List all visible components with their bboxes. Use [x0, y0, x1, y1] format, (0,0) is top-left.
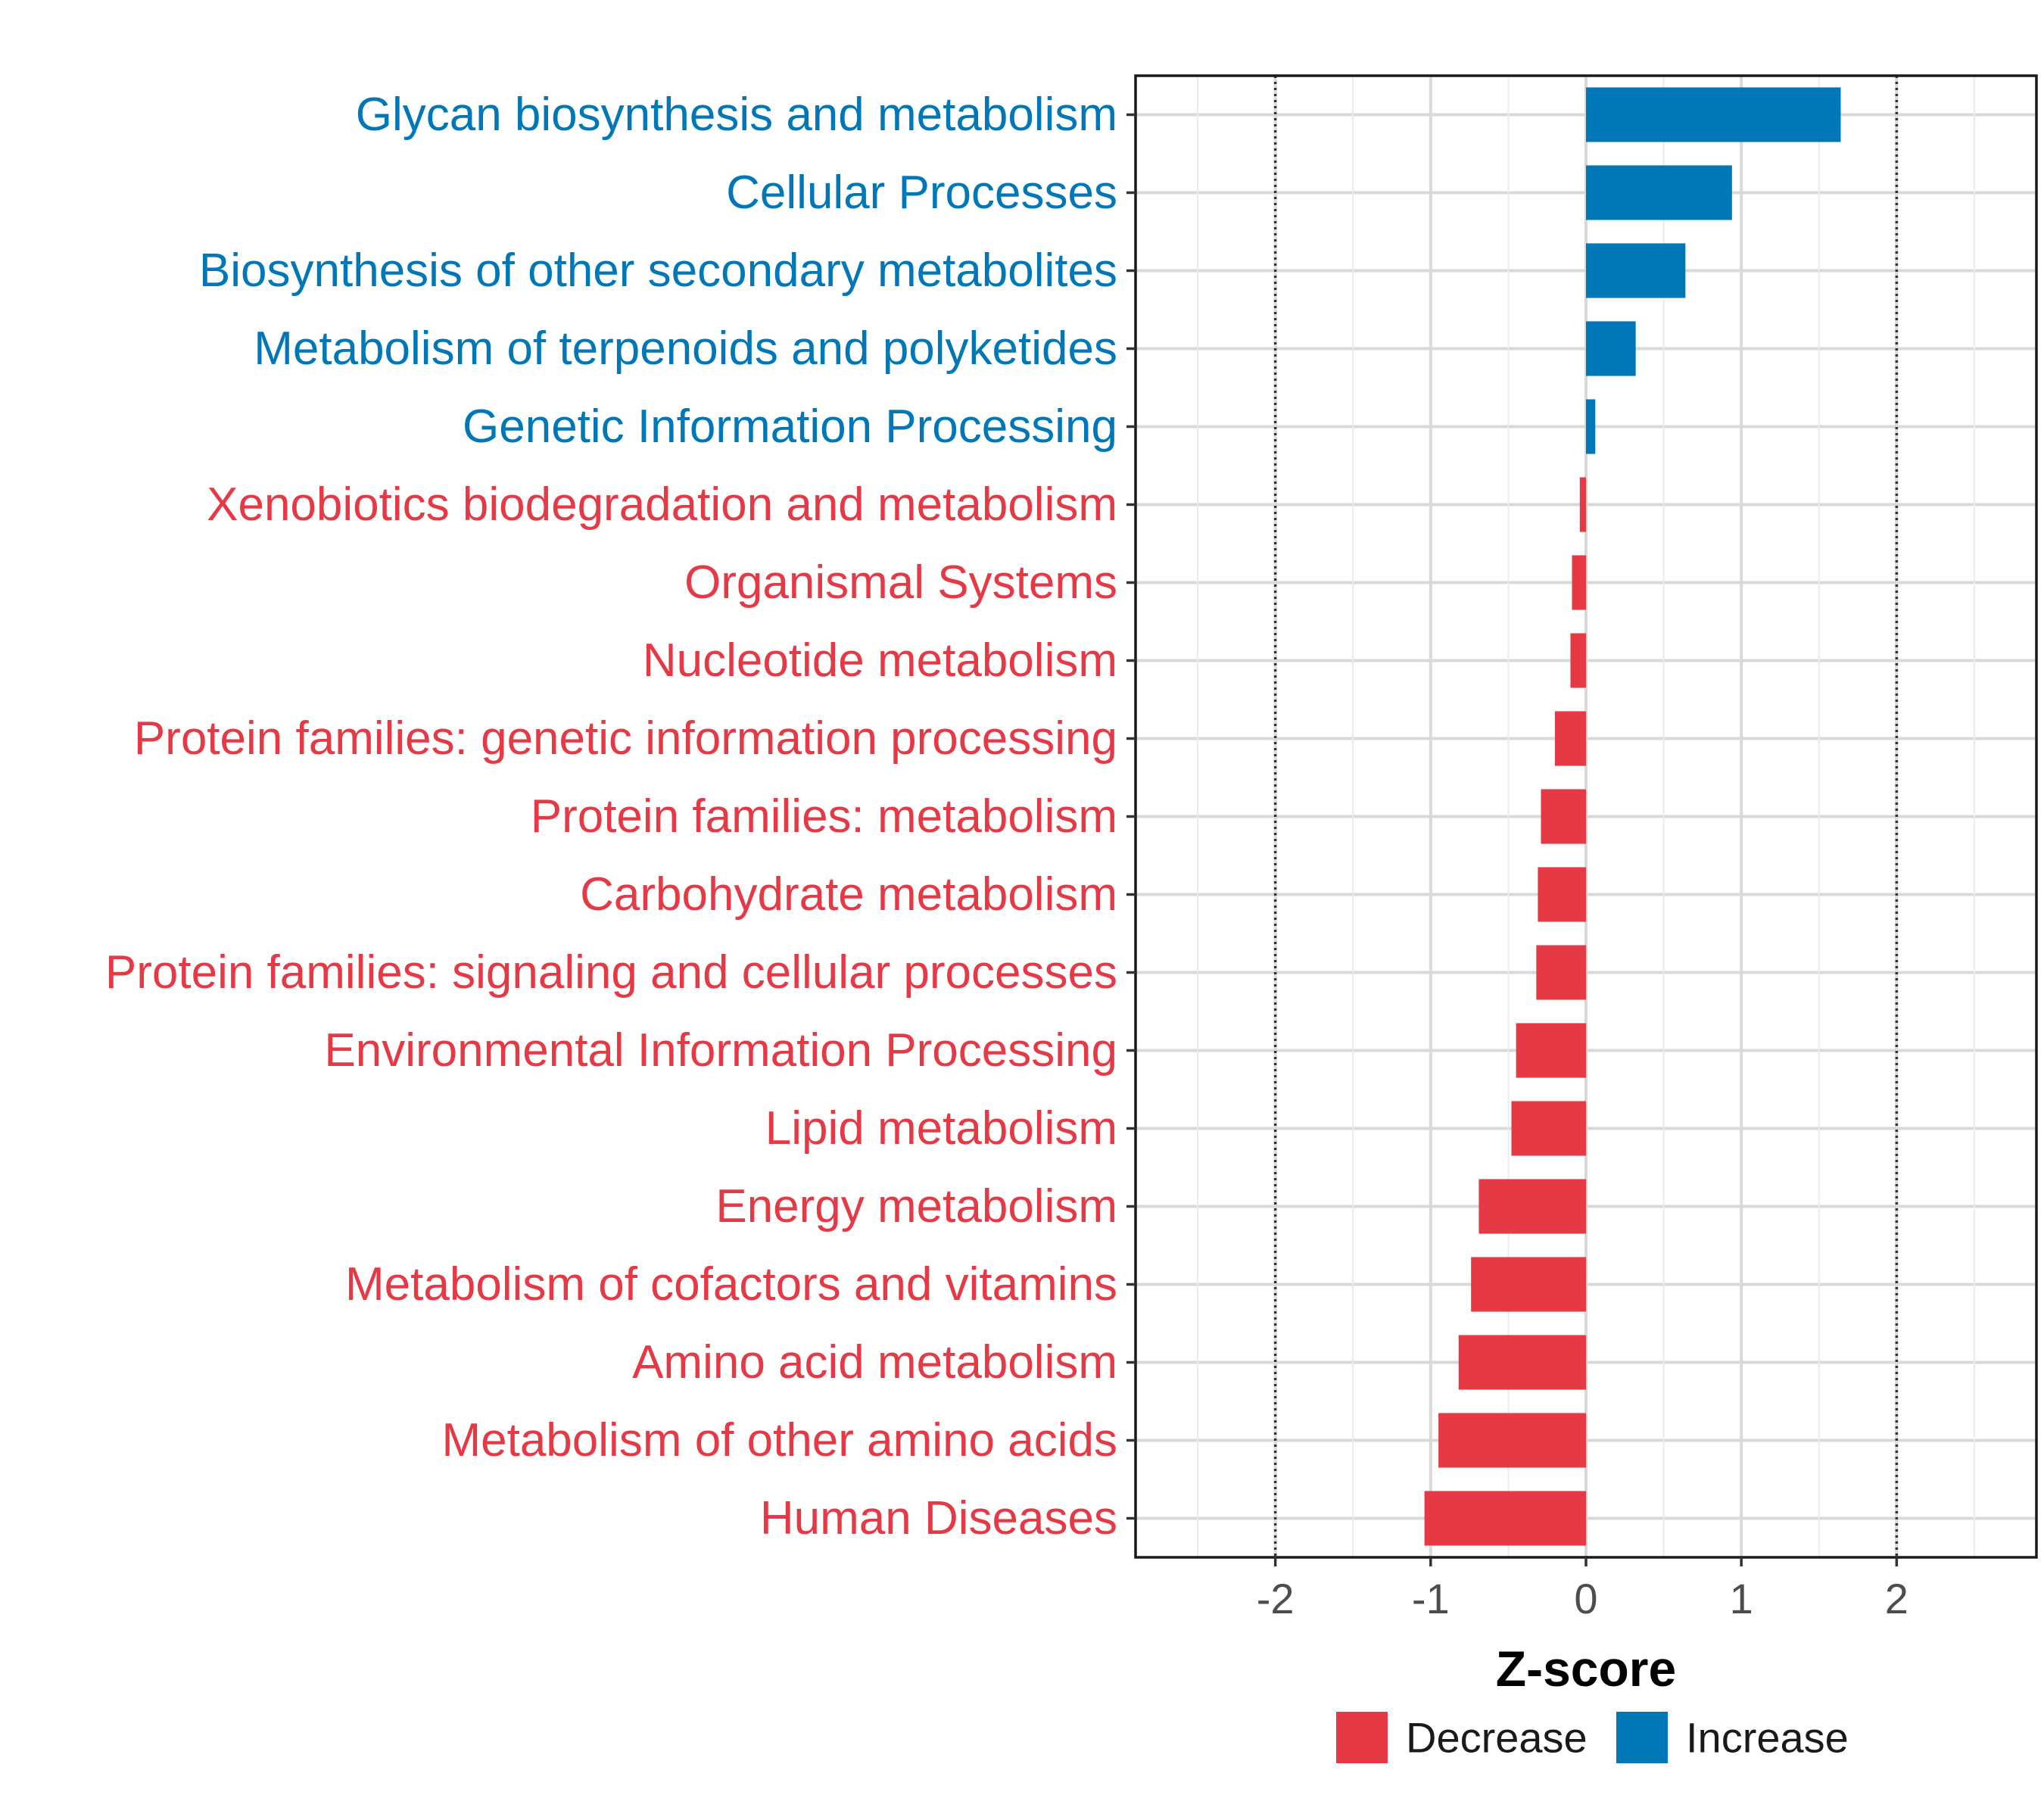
bar	[1570, 633, 1586, 688]
category-label: Carbohydrate metabolism	[580, 868, 1117, 921]
x-axis-title: Z-score	[1496, 1641, 1676, 1697]
category-label: Protein families: signaling and cellular…	[105, 946, 1117, 999]
bar	[1586, 321, 1636, 376]
legend-swatch	[1616, 1712, 1668, 1763]
category-label: Glycan biosynthesis and metabolism	[356, 89, 1117, 141]
category-label: Protein families: metabolism	[531, 790, 1117, 843]
category-label: Protein families: genetic information pr…	[134, 712, 1117, 765]
category-label: Environmental Information Processing	[324, 1024, 1117, 1077]
bar	[1541, 789, 1586, 844]
bar	[1554, 711, 1586, 766]
bar	[1478, 1179, 1586, 1234]
category-label: Biosynthesis of other secondary metaboli…	[199, 245, 1117, 297]
category-label: Cellular Processes	[726, 167, 1117, 219]
legend-swatch	[1336, 1712, 1388, 1763]
x-tick-label: -2	[1257, 1575, 1295, 1622]
category-label: Genetic Information Processing	[463, 400, 1117, 453]
x-tick-label: 0	[1574, 1575, 1597, 1622]
bar	[1586, 243, 1686, 298]
category-label: Metabolism of other amino acids	[441, 1414, 1117, 1466]
bar	[1586, 399, 1596, 454]
legend-label: Decrease	[1406, 1714, 1588, 1762]
category-label: Amino acid metabolism	[632, 1336, 1117, 1388]
bar	[1424, 1491, 1586, 1546]
x-tick-label: -1	[1412, 1575, 1450, 1622]
category-label: Human Diseases	[760, 1492, 1117, 1544]
category-label: Nucleotide metabolism	[643, 634, 1117, 687]
category-label: Organismal Systems	[684, 556, 1117, 609]
category-label: Energy metabolism	[715, 1180, 1117, 1233]
bar	[1572, 555, 1586, 610]
bar	[1579, 477, 1586, 532]
bar	[1458, 1335, 1586, 1390]
bar	[1511, 1101, 1586, 1156]
bar	[1516, 1023, 1586, 1078]
bar	[1586, 87, 1841, 142]
category-label: Metabolism of cofactors and vitamins	[345, 1258, 1117, 1311]
bar	[1471, 1257, 1586, 1312]
x-tick-label: 1	[1730, 1575, 1753, 1622]
category-label: Lipid metabolism	[765, 1102, 1117, 1155]
x-tick-label: 2	[1885, 1575, 1908, 1622]
bar	[1536, 945, 1586, 1000]
legend-label: Increase	[1686, 1714, 1849, 1762]
bar	[1586, 165, 1732, 220]
bar	[1538, 867, 1586, 922]
category-label: Metabolism of terpenoids and polyketides	[254, 323, 1117, 375]
bar	[1438, 1413, 1586, 1468]
category-label: Xenobiotics biodegradation and metabolis…	[207, 478, 1117, 531]
